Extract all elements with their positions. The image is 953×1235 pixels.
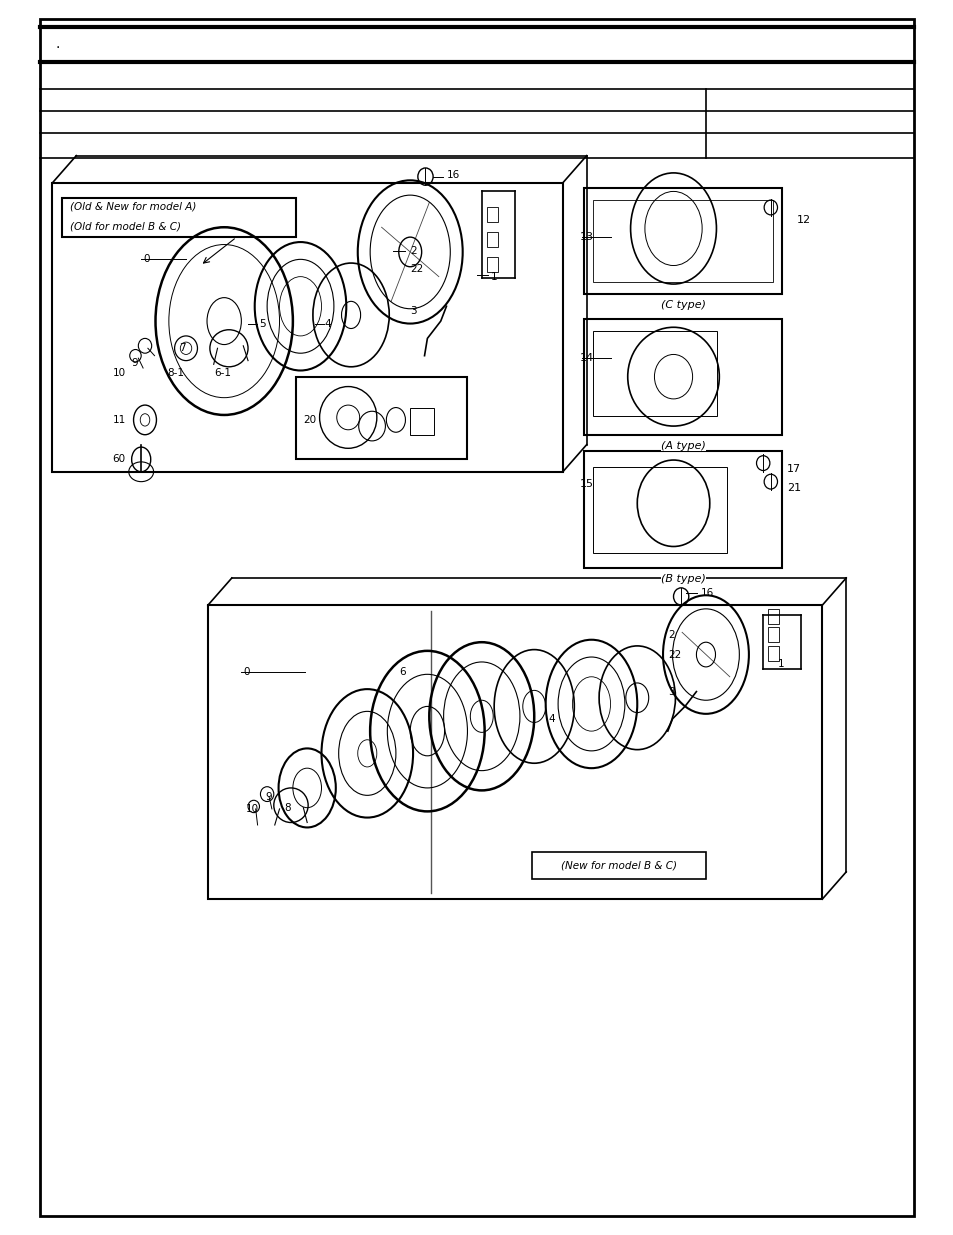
Text: 3: 3 bbox=[667, 687, 674, 697]
Text: 4: 4 bbox=[324, 319, 331, 329]
Text: 8: 8 bbox=[284, 803, 291, 813]
Bar bbox=[486, 207, 497, 222]
Text: 16: 16 bbox=[700, 588, 714, 598]
Text: 0: 0 bbox=[243, 667, 250, 677]
Text: (C type): (C type) bbox=[659, 300, 705, 310]
Text: 14: 14 bbox=[579, 353, 594, 363]
Text: 21: 21 bbox=[786, 483, 801, 493]
Bar bbox=[583, 188, 781, 294]
Bar bbox=[486, 232, 497, 247]
Text: 5: 5 bbox=[259, 319, 266, 329]
Text: 6: 6 bbox=[398, 667, 405, 677]
Bar bbox=[295, 377, 467, 459]
Text: 0: 0 bbox=[143, 254, 150, 264]
Bar bbox=[767, 609, 779, 624]
Text: 1: 1 bbox=[491, 272, 497, 282]
Bar bbox=[486, 257, 497, 272]
Text: (A type): (A type) bbox=[659, 441, 705, 451]
Text: 4: 4 bbox=[548, 714, 555, 724]
Text: 2: 2 bbox=[410, 246, 416, 256]
Text: 1: 1 bbox=[777, 659, 783, 669]
Text: 20: 20 bbox=[303, 415, 316, 425]
Bar bbox=[532, 852, 705, 879]
Text: 11: 11 bbox=[112, 415, 126, 425]
Text: .: . bbox=[55, 37, 60, 52]
Text: 10: 10 bbox=[112, 368, 126, 378]
Bar bbox=[62, 198, 295, 237]
Bar bbox=[583, 319, 781, 435]
Text: 17: 17 bbox=[786, 464, 801, 474]
Bar bbox=[593, 200, 772, 282]
Bar bbox=[410, 408, 434, 435]
Text: 6-1: 6-1 bbox=[214, 368, 232, 378]
Bar bbox=[593, 467, 726, 553]
Bar bbox=[583, 451, 781, 568]
Text: 15: 15 bbox=[579, 479, 594, 489]
Text: 8-1: 8-1 bbox=[167, 368, 184, 378]
Text: 60: 60 bbox=[112, 454, 126, 464]
Bar bbox=[52, 183, 562, 472]
Text: (B type): (B type) bbox=[659, 574, 705, 584]
Text: 16: 16 bbox=[446, 170, 459, 180]
Text: 10: 10 bbox=[246, 804, 259, 814]
Bar bbox=[208, 605, 821, 899]
Text: (Old & New for model A): (Old & New for model A) bbox=[70, 201, 195, 211]
Text: 22: 22 bbox=[667, 650, 680, 659]
Text: 2: 2 bbox=[667, 630, 674, 640]
Text: 9: 9 bbox=[132, 358, 138, 368]
Text: (Old for model B & C): (Old for model B & C) bbox=[70, 221, 180, 231]
Text: (New for model B & C): (New for model B & C) bbox=[560, 861, 677, 871]
Bar bbox=[767, 646, 779, 661]
Text: 12: 12 bbox=[796, 215, 810, 225]
Bar bbox=[593, 331, 717, 416]
Bar bbox=[767, 627, 779, 642]
Text: 7: 7 bbox=[179, 343, 186, 353]
Text: 13: 13 bbox=[579, 232, 594, 242]
Text: 3: 3 bbox=[410, 306, 416, 316]
Text: 9: 9 bbox=[265, 792, 272, 802]
Text: 22: 22 bbox=[410, 264, 423, 274]
